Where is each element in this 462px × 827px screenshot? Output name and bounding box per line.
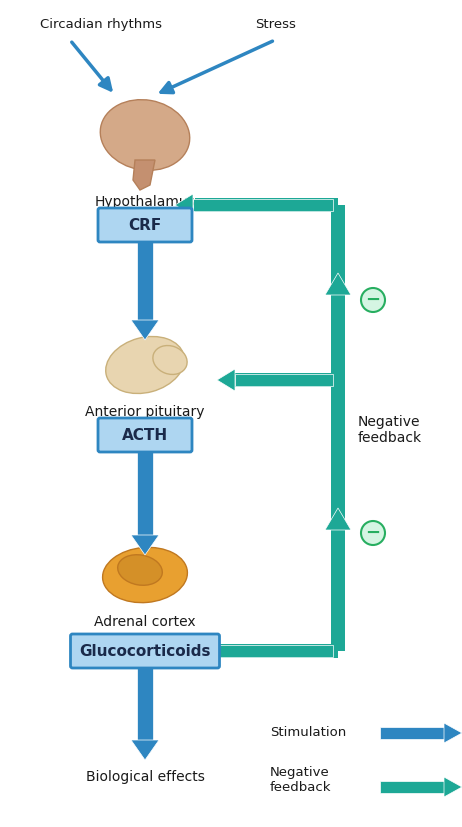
Polygon shape: [235, 374, 333, 386]
Polygon shape: [131, 320, 159, 340]
Text: Stress: Stress: [255, 18, 296, 31]
Polygon shape: [133, 160, 155, 190]
Polygon shape: [131, 535, 159, 555]
Ellipse shape: [103, 547, 188, 603]
FancyBboxPatch shape: [98, 418, 192, 452]
Polygon shape: [137, 450, 153, 535]
Text: Glucocorticoids: Glucocorticoids: [79, 643, 211, 658]
Polygon shape: [444, 723, 462, 743]
Circle shape: [361, 521, 385, 545]
Polygon shape: [195, 198, 338, 212]
Polygon shape: [235, 373, 338, 387]
Text: ACTH: ACTH: [122, 428, 168, 442]
Polygon shape: [137, 666, 153, 740]
Ellipse shape: [100, 100, 190, 170]
Text: Anterior pituitary: Anterior pituitary: [85, 405, 205, 419]
Ellipse shape: [153, 346, 187, 375]
Polygon shape: [217, 369, 235, 391]
Ellipse shape: [106, 337, 184, 394]
Ellipse shape: [118, 555, 162, 586]
Polygon shape: [175, 194, 193, 216]
Polygon shape: [193, 199, 333, 211]
Text: −: −: [365, 291, 381, 309]
Text: CRF: CRF: [128, 218, 162, 232]
Polygon shape: [325, 508, 351, 530]
FancyBboxPatch shape: [98, 208, 192, 242]
Text: Circadian rhythms: Circadian rhythms: [40, 18, 162, 31]
Circle shape: [361, 288, 385, 312]
Polygon shape: [325, 273, 351, 295]
Polygon shape: [444, 777, 462, 797]
Polygon shape: [131, 740, 159, 760]
Text: Stimulation: Stimulation: [270, 726, 346, 739]
Polygon shape: [83, 645, 333, 657]
Polygon shape: [380, 781, 444, 793]
Polygon shape: [83, 644, 338, 658]
Text: Adrenal cortex: Adrenal cortex: [94, 615, 196, 629]
Text: Biological effects: Biological effects: [85, 770, 205, 784]
Text: −: −: [365, 524, 381, 542]
Polygon shape: [331, 205, 345, 651]
FancyBboxPatch shape: [71, 634, 219, 668]
Text: Hypothalamus: Hypothalamus: [95, 195, 195, 209]
Text: Negative
feedback: Negative feedback: [270, 766, 332, 794]
Polygon shape: [333, 373, 343, 387]
Polygon shape: [380, 727, 444, 739]
Polygon shape: [137, 240, 153, 320]
Text: Negative
feedback: Negative feedback: [358, 415, 422, 445]
